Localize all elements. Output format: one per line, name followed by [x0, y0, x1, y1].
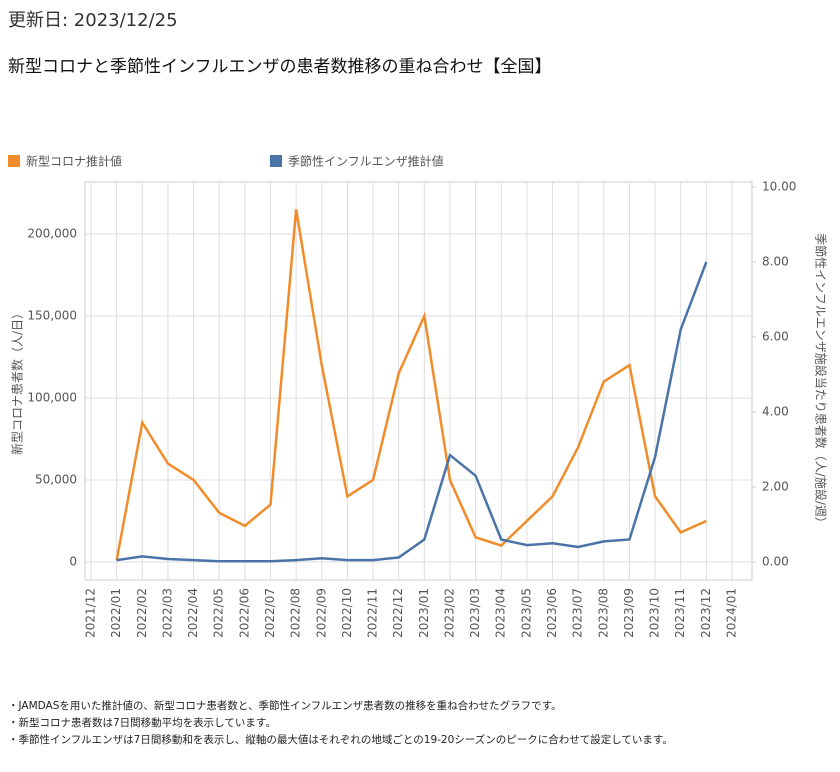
x-tick-label: 2023/09 [622, 588, 636, 638]
x-tick-label: 2023/07 [571, 588, 585, 638]
series-line [116, 261, 708, 563]
y-tick-label: 150,000 [27, 308, 77, 322]
legend-label: 新型コロナ推計値 [26, 154, 122, 169]
y-tick-label: 0 [69, 554, 77, 568]
notes: ・JAMDASを用いた推計値の、新型コロナ患者数と、季節性インフルエンザ患者数の… [8, 698, 673, 749]
x-tick-label: 2023/12 [699, 588, 713, 638]
x-tick-label: 2022/02 [135, 588, 149, 638]
x-tick-label: 2022/01 [109, 588, 123, 638]
x-tick-label: 2022/04 [186, 588, 200, 638]
x-tick-label: 2022/09 [314, 588, 328, 638]
x-tick-label: 2022/06 [237, 588, 251, 638]
plot-frame [84, 181, 753, 581]
series-line [115, 209, 707, 561]
x-tick-label: 2023/05 [519, 588, 533, 638]
x-tick-label: 2023/02 [442, 588, 456, 638]
x-tick-label: 2022/12 [391, 588, 405, 638]
updated: 更新日: 2023/12/25 [8, 10, 178, 31]
x-tick-label: 2022/03 [160, 588, 174, 638]
x-tick-label: 2022/11 [366, 588, 380, 638]
y2-axis-label: 季節性インフルエンザ施設当たり患者数（人/施設/週） [814, 233, 829, 529]
x-tick-label: 2022/05 [212, 588, 226, 638]
x-tick-label: 2024/01 [725, 588, 739, 638]
x-tick-label: 2022/08 [289, 588, 303, 638]
note: ・季節性インフルエンザは7日間移動和を表示し、縦軸の最大値はそれぞれの地域ごとの… [8, 734, 673, 746]
x-tick-label: 2023/06 [545, 588, 559, 638]
x-tick-label: 2023/08 [596, 588, 610, 638]
y2-tick-label: 0.00 [762, 554, 789, 568]
x-tick-label: 2023/03 [468, 588, 482, 638]
x-tick-label: 2021/12 [84, 588, 98, 638]
y2-tick-label: 8.00 [762, 254, 789, 268]
note: ・新型コロナ患者数は7日間移動平均を表示しています。 [8, 717, 276, 729]
x-tick-label: 2022/10 [340, 588, 354, 638]
y-tick-label: 100,000 [27, 390, 77, 404]
chart: 2021/12 2022/01 2022/02 2022/03 2022/04 2022/… [8, 154, 829, 638]
legend-swatch [270, 155, 282, 167]
x-tick-label: 2023/11 [673, 588, 687, 638]
x-tick-label: 2023/04 [494, 588, 508, 638]
legend-label: 季節性インフルエンザ推計値 [288, 154, 444, 169]
legend-swatch [8, 155, 20, 167]
x-tick-label: 2022/07 [263, 588, 277, 638]
chart-title: 新型コロナと季節性インフルエンザの患者数推移の重ね合わせ【全国】 [8, 57, 552, 77]
y-axis-label: 新型コロナ患者数（人/日） [10, 307, 25, 455]
x-tick-label: 2023/10 [648, 588, 662, 638]
y2-tick-label: 4.00 [762, 404, 789, 418]
x-tick-label: 2023/01 [417, 588, 431, 638]
note: ・JAMDASを用いた推計値の、新型コロナ患者数と、季節性インフルエンザ患者数の… [8, 700, 562, 712]
y-tick-label: 200,000 [27, 226, 77, 240]
y2-tick-label: 6.00 [762, 329, 789, 343]
y-tick-label: 50,000 [35, 472, 77, 486]
y2-tick-label: 2.00 [762, 479, 789, 493]
y2-tick-label: 10.00 [762, 179, 796, 193]
